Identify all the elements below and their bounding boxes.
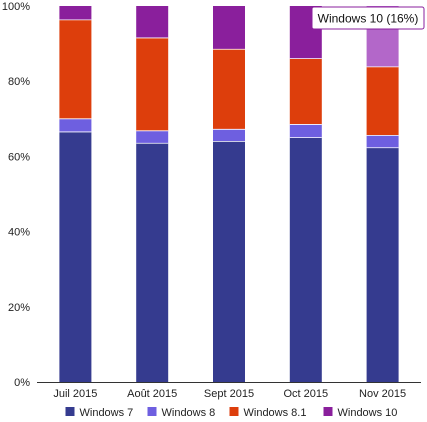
- axes-group: Juil 2015 Août 2015 Sept 2015 Oct 2015 Nov 2…: [2, 1, 421, 400]
- legend-label[interactable]: Windows 10: [338, 407, 398, 419]
- bar-segment[interactable]: [289, 124, 322, 138]
- y-tick-label: 60%: [8, 151, 30, 163]
- bar-segment[interactable]: [59, 19, 92, 119]
- bar-segment[interactable]: [213, 141, 245, 382]
- bar-segment[interactable]: [59, 118, 92, 132]
- bar-segment[interactable]: [136, 37, 169, 131]
- y-tick-label: 0%: [14, 377, 30, 389]
- legend-label[interactable]: Windows 8.1: [244, 407, 307, 419]
- bars-group: [59, 6, 399, 382]
- bar-segment[interactable]: [59, 6, 92, 20]
- bar-segment[interactable]: [136, 6, 169, 38]
- y-tick-label: 100%: [2, 1, 30, 13]
- legend: Windows 7 Windows 8 Windows 8.1 Windows 10: [65, 407, 398, 419]
- y-tick-label: 20%: [8, 302, 30, 314]
- legend-swatch[interactable]: [229, 407, 239, 416]
- x-tick-label: Août 2015: [127, 388, 177, 400]
- x-tick-label: Juil 2015: [53, 388, 97, 400]
- bar-segment[interactable]: [366, 135, 399, 148]
- bar-segment[interactable]: [213, 6, 245, 50]
- x-tick-label: Oct 2015: [283, 388, 328, 400]
- bar-segment[interactable]: [289, 137, 322, 382]
- bar-segment[interactable]: [213, 129, 245, 142]
- bar-segment[interactable]: [136, 130, 169, 144]
- legend-swatch[interactable]: [65, 407, 75, 416]
- bar-segment[interactable]: [59, 131, 92, 382]
- y-tick-label: 80%: [8, 76, 30, 88]
- x-tick-label: Sept 2015: [204, 388, 254, 400]
- bar-segment[interactable]: [289, 58, 322, 125]
- legend-label[interactable]: Windows 7: [80, 407, 134, 419]
- legend-swatch[interactable]: [147, 407, 157, 416]
- tooltip: Windows 10 (16%): [311, 6, 425, 30]
- legend-label[interactable]: Windows 8: [162, 407, 216, 419]
- legend-swatch[interactable]: [323, 407, 333, 416]
- tooltip-text: Windows 10 (16%): [318, 12, 419, 26]
- y-tick-label: 40%: [8, 227, 30, 239]
- bar-segment[interactable]: [213, 49, 245, 130]
- bar-segment[interactable]: [136, 143, 169, 382]
- x-tick-label: Nov 2015: [359, 388, 406, 400]
- bar-segment[interactable]: [366, 66, 399, 136]
- bar-segment[interactable]: [366, 147, 399, 382]
- tooltip-box: [311, 6, 425, 30]
